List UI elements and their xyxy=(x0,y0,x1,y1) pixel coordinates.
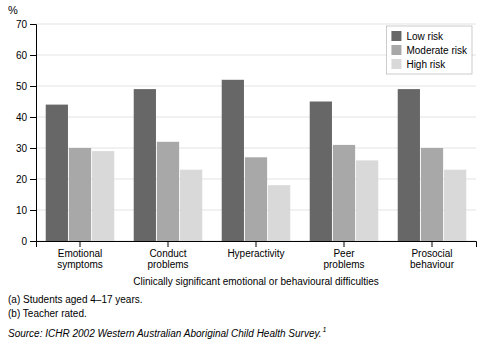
axis-line xyxy=(37,242,477,248)
tick: 10 xyxy=(16,205,36,216)
tick-mark xyxy=(432,241,433,247)
tick-mark xyxy=(30,86,36,87)
axis-line xyxy=(30,25,37,242)
tick-label: Hyperactivity xyxy=(227,248,284,259)
y-axis: 0 10 20 30 40 50 60 70 xyxy=(16,19,37,247)
tick-mark xyxy=(30,117,36,118)
grid-line xyxy=(36,24,476,25)
bar xyxy=(180,170,202,241)
tick: Conductproblems xyxy=(147,241,188,270)
bar xyxy=(268,185,290,241)
annotation: (a) Students aged 4–17 years. xyxy=(8,294,143,305)
x-axis: Emotionalsymptoms Conductproblems Hyperact… xyxy=(37,241,477,270)
bar-series xyxy=(69,142,443,241)
legend-item: Low risk xyxy=(391,31,444,42)
legend-item: Moderate risk xyxy=(391,45,468,56)
tick-mark xyxy=(30,148,36,149)
tick-label: 0 xyxy=(21,236,27,247)
tick-label: 20 xyxy=(16,174,28,185)
legend-label: High risk xyxy=(406,59,446,70)
bar xyxy=(157,142,179,241)
tick-mark xyxy=(344,241,345,247)
legend-box xyxy=(386,26,472,74)
grid xyxy=(36,24,476,241)
bar xyxy=(398,89,420,241)
annotation-superscript: 1 xyxy=(322,326,326,333)
tick: 70 xyxy=(16,19,36,30)
tick-label: 40 xyxy=(16,112,28,123)
tick-label: 60 xyxy=(16,50,28,61)
y-axis-title: % xyxy=(8,4,18,16)
tick-label: Conductproblems xyxy=(147,248,188,270)
chart: 0 10 20 30 40 50 60 70 Emotionalsymptoms Conductp… xyxy=(0,0,488,345)
bar xyxy=(222,80,244,241)
legend-item: High risk xyxy=(391,59,446,70)
tick-mark xyxy=(30,241,36,242)
tick-label: Emotionalsymptoms xyxy=(57,248,103,270)
tick: 0 xyxy=(21,236,36,247)
tick-label: 70 xyxy=(16,19,28,30)
tick: Prosocialbehaviour xyxy=(410,241,455,270)
tick-mark xyxy=(168,241,169,247)
bar-series xyxy=(46,80,420,241)
legend-swatch xyxy=(391,45,401,55)
tick-mark xyxy=(256,241,257,247)
bar xyxy=(356,160,378,241)
legend-swatch xyxy=(391,31,401,41)
tick-mark xyxy=(30,179,36,180)
tick-mark xyxy=(80,241,81,247)
tick-label: Peerproblems xyxy=(323,248,364,270)
tick-label: Prosocialbehaviour xyxy=(410,248,455,270)
legend-swatch xyxy=(391,59,401,69)
bar xyxy=(310,102,332,242)
tick: Emotionalsymptoms xyxy=(57,241,103,270)
tick: 50 xyxy=(16,81,36,92)
tick: Peerproblems xyxy=(323,241,364,270)
bar xyxy=(245,157,267,241)
bar xyxy=(46,105,68,241)
legend: Low risk Moderate risk High risk xyxy=(386,26,472,74)
tick: 60 xyxy=(16,50,36,61)
tick-label: 30 xyxy=(16,143,28,154)
tick: 20 xyxy=(16,174,36,185)
annotation: (b) Teacher rated. xyxy=(8,308,87,319)
tick: Hyperactivity xyxy=(227,241,284,259)
tick-label: 10 xyxy=(16,205,28,216)
bars xyxy=(46,80,467,241)
annotation: Source: ICHR 2002 Western Australian Abo… xyxy=(8,328,321,339)
legend-label: Low risk xyxy=(406,31,444,42)
tick-mark xyxy=(30,24,36,25)
tick-mark xyxy=(30,210,36,211)
bar xyxy=(421,148,443,241)
tick: 30 xyxy=(16,143,36,154)
plot-area: 0 10 20 30 40 50 60 70 Emotionalsymptoms Conductp… xyxy=(16,19,477,270)
bar xyxy=(69,148,91,241)
bar xyxy=(333,145,355,241)
bar xyxy=(134,89,156,241)
tick: 40 xyxy=(16,112,36,123)
bar xyxy=(92,151,114,241)
tick-label: 50 xyxy=(16,81,28,92)
x-axis-title: Clinically significant emotional or beha… xyxy=(133,276,379,287)
tick-mark xyxy=(30,55,36,56)
grid-line xyxy=(36,86,476,87)
bar xyxy=(444,170,466,241)
legend-label: Moderate risk xyxy=(406,45,468,56)
bar-series xyxy=(92,151,466,241)
